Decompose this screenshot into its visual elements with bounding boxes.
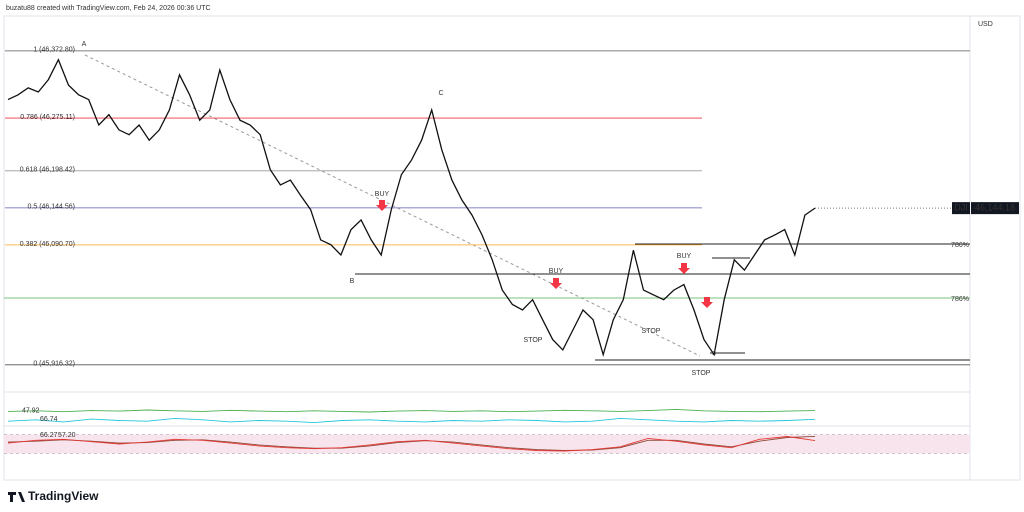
logo-icon xyxy=(8,492,25,502)
annotation: STOP xyxy=(692,370,711,377)
last-price: 46,144.18 xyxy=(975,203,1015,213)
annotation: BUY xyxy=(375,191,390,198)
currency: USD xyxy=(978,21,993,28)
annotation: A xyxy=(82,41,87,48)
annotation: C xyxy=(438,90,443,97)
price-line xyxy=(7,436,816,452)
annotation: B xyxy=(350,278,355,285)
band xyxy=(4,434,970,454)
fib-label: 0.382 (46,090.70) xyxy=(20,241,75,248)
symbol: DJI xyxy=(954,203,968,213)
annotation: STOP xyxy=(524,337,543,344)
price-line xyxy=(7,417,816,424)
fib-label: 0.618 (46,198.42) xyxy=(20,167,75,174)
price-line xyxy=(7,408,816,413)
annotation: BUY xyxy=(677,253,692,260)
fib-label: 0.5 (46,144.56) xyxy=(28,204,75,211)
price-line xyxy=(7,58,816,358)
buy-arrow xyxy=(550,278,562,289)
indicator-value: 47.92 xyxy=(22,407,40,414)
annotation: 786% xyxy=(951,296,969,303)
price-box xyxy=(971,202,1019,215)
annotation: STOP xyxy=(642,328,661,335)
annotation: 786% xyxy=(951,242,969,249)
indicator-value: 66.74 xyxy=(40,416,58,423)
header: buzatu88 created with TradingView.com, F… xyxy=(6,5,211,12)
buy-arrow xyxy=(376,200,388,211)
indicator-value: 66.27 xyxy=(40,432,58,439)
indicator-value: 57.20 xyxy=(58,432,76,439)
frame xyxy=(3,15,1021,481)
annotation: d xyxy=(712,350,716,357)
fib-label: 1 (46,372.80) xyxy=(33,47,75,54)
symbol-box xyxy=(952,202,970,215)
fib-label: 0.786 (46,275.11) xyxy=(20,114,75,121)
fib-label: 0 (45,916.32) xyxy=(33,361,75,368)
annotation: BUY xyxy=(549,268,564,275)
logo: TradingView xyxy=(28,489,99,503)
buy-arrow xyxy=(678,263,690,274)
buy-arrow xyxy=(701,297,713,308)
